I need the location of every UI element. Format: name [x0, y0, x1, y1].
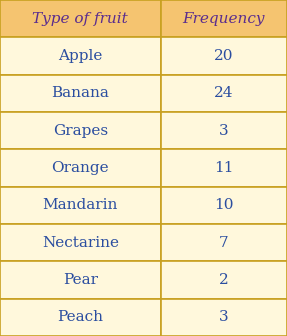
- Bar: [0, 261, 161, 299]
- Text: Type of fruit: Type of fruit: [32, 12, 128, 26]
- Bar: [161, 37, 287, 75]
- Text: 3: 3: [219, 310, 229, 324]
- Text: 11: 11: [214, 161, 234, 175]
- Bar: [0, 37, 161, 75]
- Text: 20: 20: [214, 49, 234, 63]
- Bar: [161, 299, 287, 336]
- Text: Orange: Orange: [52, 161, 109, 175]
- Bar: [0, 187, 161, 224]
- Text: Nectarine: Nectarine: [42, 236, 119, 250]
- Bar: [161, 261, 287, 299]
- Bar: [161, 0, 287, 37]
- Text: 24: 24: [214, 86, 234, 100]
- Text: Peach: Peach: [57, 310, 103, 324]
- Text: Frequency: Frequency: [183, 12, 265, 26]
- Bar: [161, 224, 287, 261]
- Text: Apple: Apple: [58, 49, 102, 63]
- Text: Mandarin: Mandarin: [43, 198, 118, 212]
- Bar: [0, 112, 161, 149]
- Bar: [0, 299, 161, 336]
- Bar: [161, 75, 287, 112]
- Text: Banana: Banana: [51, 86, 109, 100]
- Bar: [0, 149, 161, 187]
- Text: Pear: Pear: [63, 273, 98, 287]
- Bar: [161, 112, 287, 149]
- Bar: [0, 75, 161, 112]
- Bar: [161, 149, 287, 187]
- Bar: [161, 187, 287, 224]
- Bar: [0, 0, 161, 37]
- Text: 3: 3: [219, 124, 229, 138]
- Text: 2: 2: [219, 273, 229, 287]
- Text: 10: 10: [214, 198, 234, 212]
- Bar: [0, 224, 161, 261]
- Text: 7: 7: [219, 236, 229, 250]
- Text: Grapes: Grapes: [53, 124, 108, 138]
